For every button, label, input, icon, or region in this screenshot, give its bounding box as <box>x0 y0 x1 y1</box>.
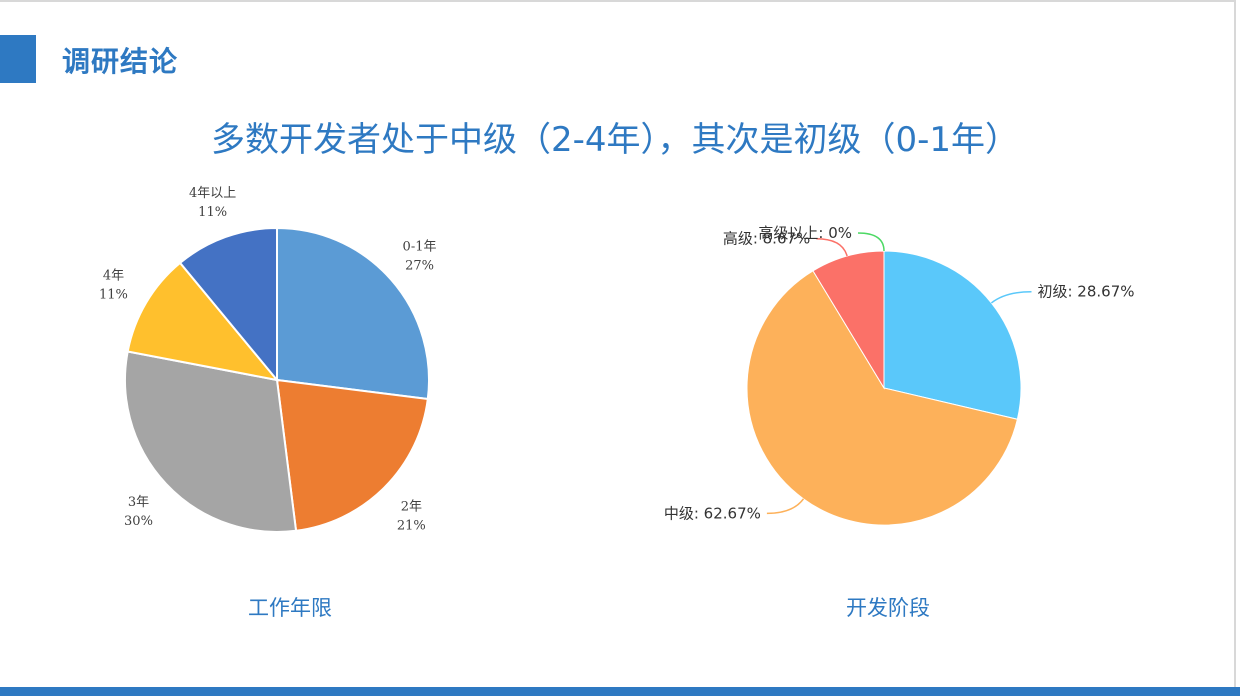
work-years-label-4: 4年以上 <box>189 186 236 201</box>
bottom-bar <box>0 687 1240 696</box>
work-years-slice-2 <box>124 350 298 533</box>
dev-stage-label-2: 高级: 8.67% <box>723 230 810 248</box>
work-years-value-4: 11% <box>198 205 227 220</box>
work-years-label-3: 4年 <box>103 268 124 283</box>
work-years-label-0: 0-1年 <box>403 239 437 254</box>
dev-stage-leader-1 <box>766 498 805 515</box>
work-years-slice-0 <box>276 226 430 401</box>
work-years-label-2: 3年 <box>128 495 149 510</box>
pie-dev-stage: 初级: 28.67% 中级: 62.67% 高级: 8.67%高级以上: 0% <box>664 224 1135 526</box>
work-years-value-2: 30% <box>124 514 153 529</box>
work-years-slice-1 <box>275 378 429 532</box>
slide-title: 调研结论 <box>62 45 179 78</box>
pie-work-years: 0-1年 27% 2年 21% 3年 30% 4年 11% 4年以上 11% <box>99 186 436 533</box>
dev-stage-slice-2 <box>812 250 885 390</box>
work-years-value-1: 21% <box>397 518 426 533</box>
dev-stage-leader-0 <box>990 290 1032 304</box>
slide-subtitle: 多数开发者处于中级（2-4年），其次是初级（0-1年） <box>210 120 1020 160</box>
dev-stage-label-0: 初级: 28.67% <box>1037 283 1134 301</box>
chart-caption-work-years: 工作年限 <box>248 596 332 620</box>
dev-stage-slice-0 <box>883 250 1022 420</box>
chart-caption-dev-stage: 开发阶段 <box>846 596 930 620</box>
work-years-slice-4 <box>178 226 278 383</box>
title-accent-block <box>0 35 36 83</box>
work-years-label-1: 2年 <box>401 499 422 514</box>
work-years-slice-3 <box>126 261 280 382</box>
dev-stage-label-3: 高级以上: 0% <box>758 224 852 242</box>
work-years-value-3: 11% <box>99 287 128 302</box>
work-years-value-0: 27% <box>405 258 434 273</box>
dev-stage-label-1: 中级: 62.67% <box>664 504 761 522</box>
dev-stage-leader-2 <box>816 237 848 257</box>
dev-stage-leader-3 <box>857 232 885 252</box>
